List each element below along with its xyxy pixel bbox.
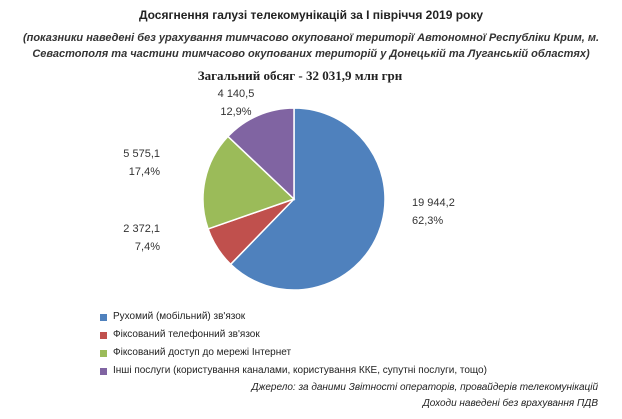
pie-slice-fixed-internet <box>202 135 296 230</box>
legend-item-mobile: Рухомий (мобільний) зв'язок <box>100 308 487 326</box>
legend-item-fixed-internet: Фіксований доступ до мережі Інтернет <box>100 344 487 362</box>
legend-label-other: Інші послуги (користування каналами, кор… <box>113 365 487 376</box>
value-label-mobile: 19 944,2 <box>412 197 455 209</box>
percent-label-fixed-internet: 17,4% <box>129 166 160 178</box>
percent-label-mobile: 62,3% <box>412 215 443 227</box>
legend-item-fixed-phone: Фіксований телефонний зв'язок <box>100 326 487 344</box>
pie-slice-other <box>226 107 295 201</box>
vat-note: Доходи наведені без врахування ПДВ <box>422 398 598 409</box>
source-block: Джерело: за даними Звітності операторів,… <box>251 380 598 412</box>
legend-swatch-fixed-phone <box>100 331 107 339</box>
pie-slices <box>202 107 386 291</box>
legend-label-fixed-internet: Фіксований доступ до мережі Інтернет <box>113 347 292 358</box>
legend-item-other: Інші послуги (користування каналами, кор… <box>100 362 487 380</box>
value-label-fixed-internet: 5 575,1 <box>123 148 160 160</box>
legend-swatch-mobile <box>100 313 107 321</box>
pie-slice-mobile <box>229 107 386 291</box>
legend-label-mobile: Рухомий (мобільний) зв'язок <box>113 311 246 322</box>
legend-swatch-other <box>100 367 107 375</box>
source-text: Джерело: за даними Звітності операторів,… <box>251 382 598 393</box>
chart-legend: Рухомий (мобільний) зв'язок Фіксований те… <box>100 308 487 380</box>
percent-label-fixed-phone: 7,4% <box>135 241 160 253</box>
subtitle-line-2: Севастополя та частини тимчасово окупова… <box>32 48 590 60</box>
pie-labels: 19 944,2 62,3% 2 372,1 7,4% 5 575,1 17,4% 4 14… <box>123 88 455 253</box>
page-subtitle: (показники наведені без урахування тимча… <box>0 30 622 62</box>
percent-label-other: 12,9% <box>220 106 251 118</box>
legend-swatch-fixed-internet <box>100 349 107 357</box>
value-label-fixed-phone: 2 372,1 <box>123 223 160 235</box>
legend-label-fixed-phone: Фіксований телефонний зв'язок <box>113 329 260 340</box>
value-label-other: 4 140,5 <box>218 88 255 100</box>
page-title: Досягнення галузі телекомунікацій за І п… <box>138 8 484 22</box>
chart-title: Загальний обсяг - 32 031,9 млн грн <box>198 68 403 83</box>
subtitle-line-1: (показники наведені без урахування тимча… <box>22 32 600 44</box>
